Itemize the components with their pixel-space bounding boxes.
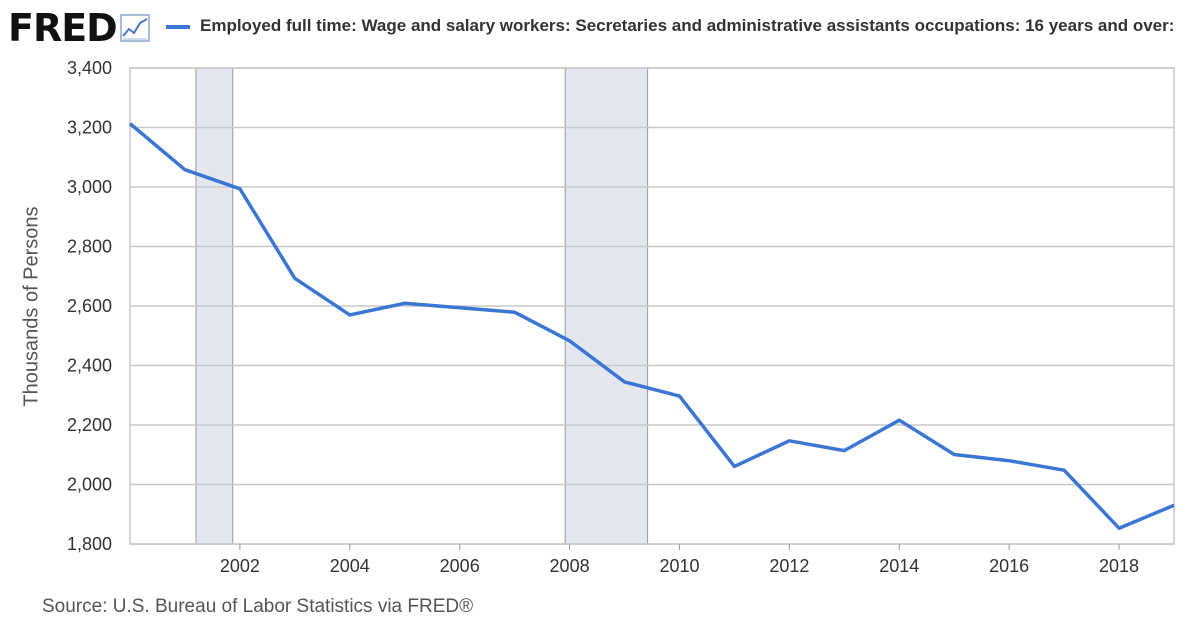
x-tick-label: 2002	[220, 556, 260, 576]
y-tick-label: 2,200	[67, 415, 112, 435]
x-tick-label: 2010	[659, 556, 699, 576]
y-tick-label: 3,000	[67, 177, 112, 197]
chart-header: FRED Employed full time: Wage and salary…	[0, 0, 1200, 56]
x-tick-label: 2006	[440, 556, 480, 576]
y-tick-label: 2,800	[67, 237, 112, 257]
x-tick-label: 2018	[1099, 556, 1139, 576]
y-tick-label: 3,200	[67, 118, 112, 138]
source-note: Source: U.S. Bureau of Labor Statistics …	[42, 596, 474, 617]
series-line	[128, 122, 1175, 530]
x-tick-label: 2004	[330, 556, 370, 576]
fred-logo[interactable]: FRED	[8, 6, 118, 50]
x-tick-label: 2014	[879, 556, 919, 576]
y-tick-label: 3,400	[67, 58, 112, 78]
legend-swatch	[166, 25, 190, 29]
y-tick-label: 1,800	[67, 534, 112, 554]
y-tick-label: 2,000	[67, 475, 112, 495]
y-tick-label: 2,600	[67, 296, 112, 316]
x-tick-label: 2012	[769, 556, 809, 576]
x-tick-label: 2008	[550, 556, 590, 576]
x-tick-label: 2016	[989, 556, 1029, 576]
legend-label: Employed full time: Wage and salary work…	[200, 16, 1175, 35]
chart-line-icon	[120, 14, 150, 42]
y-tick-label: 2,400	[67, 356, 112, 376]
plot-area	[129, 67, 1175, 545]
